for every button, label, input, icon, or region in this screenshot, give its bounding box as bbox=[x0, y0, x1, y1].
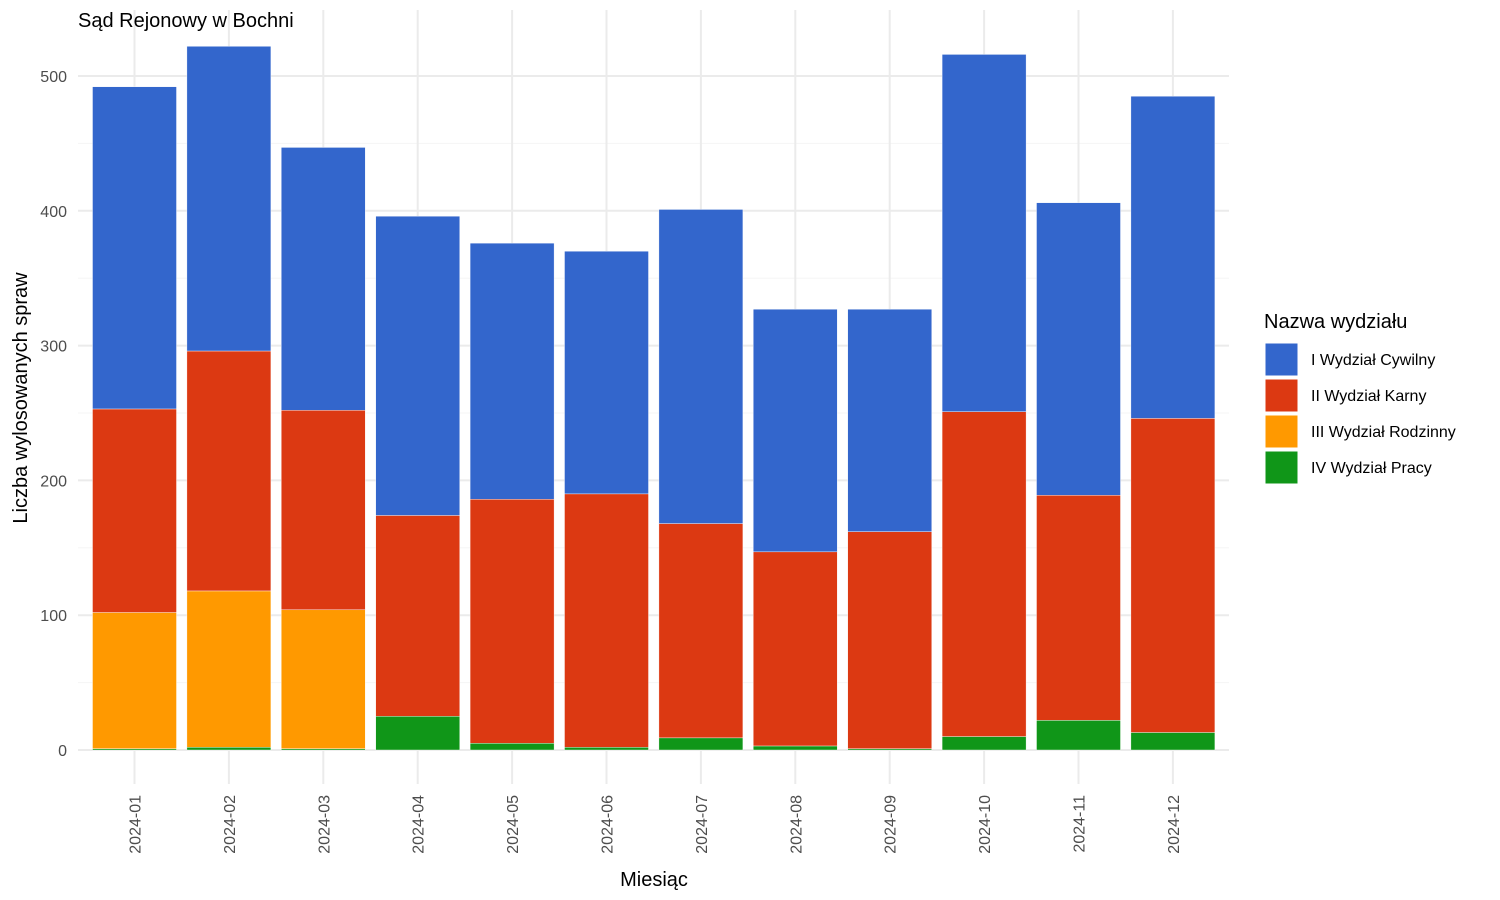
y-tick-label: 200 bbox=[40, 473, 67, 490]
bar-segment bbox=[375, 716, 460, 751]
bar-segment bbox=[186, 46, 272, 352]
bar-segment bbox=[1036, 202, 1121, 496]
y-tick-label: 500 bbox=[40, 69, 67, 86]
legend-items: I Wydział Cywilny II Wydział Karny III Wyd… bbox=[1264, 342, 1456, 485]
bar-segment bbox=[941, 736, 1027, 751]
bar-segment bbox=[564, 493, 649, 748]
bar-segment bbox=[186, 590, 272, 748]
x-tick-label: 2024-04 bbox=[411, 795, 428, 854]
y-axis-title: Liczba wylosowanych spraw bbox=[10, 272, 32, 524]
bar-segment bbox=[1130, 732, 1216, 751]
x-tick-label: 2024-10 bbox=[977, 795, 994, 854]
legend: Nazwa wydziału I Wydział Cywilny II Wydzi… bbox=[1264, 311, 1456, 485]
bar-segment bbox=[1036, 720, 1121, 751]
bar-segment bbox=[469, 499, 555, 744]
y-tick-label: 300 bbox=[40, 339, 67, 356]
bar-segment bbox=[281, 410, 366, 611]
bars-layer bbox=[92, 46, 1216, 751]
bar-segment bbox=[1130, 418, 1216, 733]
bar-segment bbox=[92, 408, 177, 613]
y-tick-label: 400 bbox=[40, 204, 67, 221]
legend-swatch bbox=[1264, 450, 1299, 485]
bar-segment bbox=[92, 612, 177, 749]
bar-segment bbox=[469, 242, 555, 500]
x-tick-label: 2024-09 bbox=[883, 795, 900, 854]
bar-segment bbox=[658, 737, 744, 751]
legend-swatch bbox=[1264, 342, 1299, 377]
legend-title: Nazwa wydziału bbox=[1264, 311, 1407, 333]
bar-segment bbox=[92, 748, 177, 751]
bar-segment bbox=[281, 748, 366, 751]
bar-segment bbox=[941, 54, 1027, 412]
bar-segment bbox=[847, 531, 932, 749]
bar-segment bbox=[658, 209, 744, 524]
bar-segment bbox=[753, 745, 838, 751]
bar-segment bbox=[658, 523, 744, 739]
x-axis-title: Miesiąc bbox=[620, 869, 688, 891]
bar-segment bbox=[186, 350, 272, 592]
legend-swatch bbox=[1264, 378, 1299, 413]
bar-segment bbox=[1130, 96, 1216, 419]
bar-segment bbox=[847, 309, 932, 532]
bar-segment bbox=[375, 215, 460, 516]
legend-swatch bbox=[1264, 414, 1299, 449]
legend-label: II Wydział Karny bbox=[1311, 388, 1426, 405]
x-tick-label: 2024-06 bbox=[600, 795, 617, 854]
x-tick-label: 2024-03 bbox=[316, 795, 333, 854]
x-tick-label: 2024-05 bbox=[505, 795, 522, 854]
bar-segment bbox=[753, 551, 838, 747]
bar-segment bbox=[186, 747, 272, 751]
bar-segment bbox=[564, 747, 649, 751]
x-tick-label: 2024-08 bbox=[788, 795, 805, 854]
bar-segment bbox=[1036, 495, 1121, 721]
bar-segment bbox=[941, 411, 1027, 737]
legend-label: IV Wydział Pracy bbox=[1311, 460, 1432, 477]
bar-segment bbox=[281, 147, 366, 411]
y-axis-ticks: 0 100 200 300 400 500 bbox=[40, 69, 67, 760]
y-tick-label: 100 bbox=[40, 608, 67, 625]
bar-segment bbox=[281, 609, 366, 749]
bar-segment bbox=[92, 86, 177, 410]
x-tick-label: 2024-12 bbox=[1166, 795, 1183, 854]
x-tick-label: 2024-01 bbox=[128, 795, 145, 854]
bar-segment bbox=[469, 743, 555, 751]
x-tick-label: 2024-11 bbox=[1072, 795, 1089, 853]
chart-title: Sąd Rejonowy w Bochni bbox=[78, 10, 294, 32]
legend-label: I Wydział Cywilny bbox=[1311, 352, 1435, 369]
bar-segment bbox=[564, 251, 649, 495]
legend-label: III Wydział Rodzinny bbox=[1311, 424, 1456, 441]
y-tick-label: 0 bbox=[58, 743, 67, 760]
x-axis-ticks: 2024-01 2024-02 2024-03 2024-04 2024-05 2024-… bbox=[128, 795, 1183, 854]
x-tick-label: 2024-02 bbox=[222, 795, 239, 854]
bar-segment bbox=[375, 515, 460, 717]
bar-segment bbox=[753, 309, 838, 553]
bar-segment bbox=[847, 748, 932, 751]
x-tick-label: 2024-07 bbox=[694, 795, 711, 854]
